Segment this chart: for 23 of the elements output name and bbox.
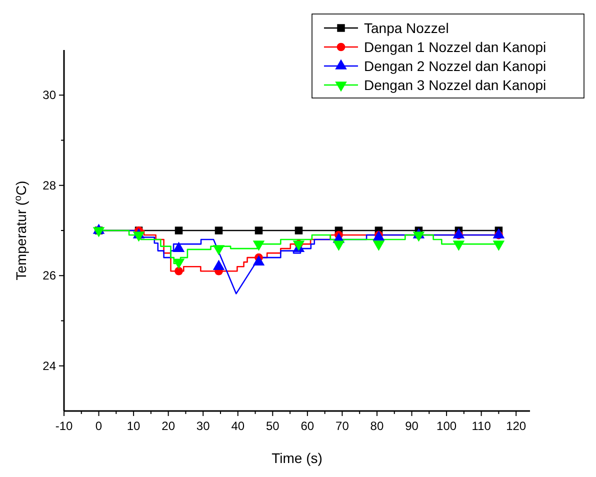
x-tick-label: 0	[95, 419, 102, 433]
legend-label: Dengan 2 Nozzel dan Kanopi	[364, 58, 546, 74]
x-tick-label: -10	[55, 419, 73, 433]
y-tick-label: 28	[42, 178, 56, 192]
x-tick-label: 50	[266, 419, 280, 433]
x-tick-label: 30	[196, 419, 210, 433]
x-tick-label: 120	[506, 419, 526, 433]
x-tick-label: 70	[336, 419, 350, 433]
legend-label: Tanpa Nozzel	[364, 20, 449, 36]
x-tick-label: 60	[300, 419, 314, 433]
legend-label: Dengan 1 Nozzel dan Kanopi	[364, 39, 546, 55]
x-axis-title: Time (s)	[272, 450, 322, 466]
x-tick-label: 20	[162, 419, 176, 433]
x-tick-label: 100	[436, 419, 457, 433]
y-tick-label: 30	[42, 88, 56, 102]
x-tick-label: 10	[126, 419, 141, 433]
legend-label: Dengan 3 Nozzel dan Kanopi	[364, 77, 546, 93]
x-tick-label: 90	[405, 419, 419, 433]
y-tick-label: 26	[42, 268, 56, 283]
x-tick-label: 80	[370, 419, 384, 433]
x-tick-label: 40	[231, 419, 245, 433]
x-tick-label: 110	[472, 419, 492, 433]
y-tick-label: 24	[42, 358, 56, 373]
